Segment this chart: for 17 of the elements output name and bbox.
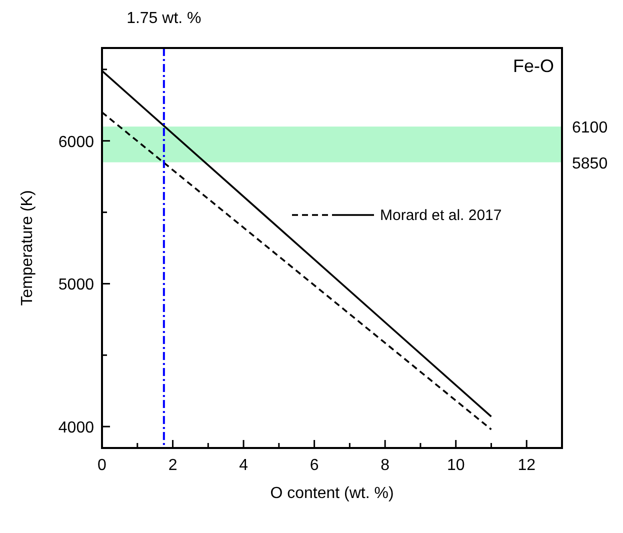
y2-tick-label: 5850 xyxy=(572,155,608,172)
x-tick-label: 6 xyxy=(310,457,319,474)
x-tick-label: 4 xyxy=(239,457,248,474)
x-tick-label: 2 xyxy=(168,457,178,474)
x-tick-label: 8 xyxy=(380,457,390,474)
y-tick-label: 4000 xyxy=(58,420,94,437)
x-tick-label: 10 xyxy=(446,457,465,474)
x-axis-title: O content (wt. %) xyxy=(270,485,394,502)
y2-tick-label: 6100 xyxy=(572,120,608,137)
y-axis-title: Temperature (K) xyxy=(19,190,36,306)
annotation: Fe-O xyxy=(512,56,554,76)
x-tick-label: 12 xyxy=(518,457,536,474)
y-tick-label: 6000 xyxy=(58,134,94,151)
x-tick-label: 0 xyxy=(98,457,107,474)
legend-label: Morard et al. 2017 xyxy=(380,207,502,224)
ref-line-label: 1.75 wt. % xyxy=(126,10,202,27)
y-tick-label: 5000 xyxy=(58,276,94,294)
